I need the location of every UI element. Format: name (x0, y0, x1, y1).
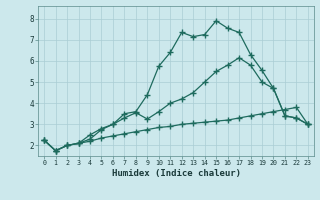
X-axis label: Humidex (Indice chaleur): Humidex (Indice chaleur) (111, 169, 241, 178)
